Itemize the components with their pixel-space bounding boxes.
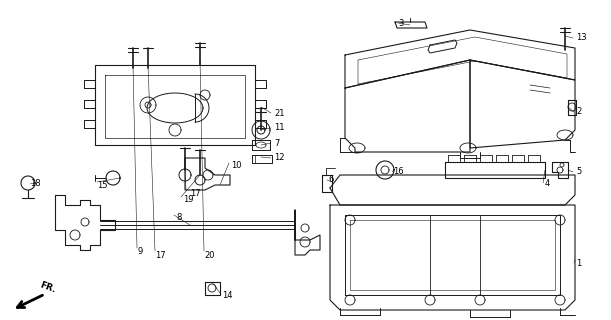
Text: 18: 18: [30, 179, 40, 188]
Text: 2: 2: [576, 108, 581, 116]
Text: 15: 15: [97, 180, 108, 189]
Text: 12: 12: [274, 154, 285, 163]
Text: 5: 5: [576, 167, 581, 177]
Text: 1: 1: [576, 259, 581, 268]
Text: 10: 10: [231, 161, 241, 170]
Text: 21: 21: [274, 108, 285, 117]
Text: 4: 4: [545, 179, 551, 188]
Text: 20: 20: [204, 251, 214, 260]
Text: 11: 11: [274, 124, 285, 132]
Text: 8: 8: [176, 213, 181, 222]
Text: 14: 14: [222, 291, 233, 300]
Text: 19: 19: [183, 196, 194, 204]
Text: 13: 13: [576, 34, 587, 43]
Text: 17: 17: [155, 251, 166, 260]
Text: FR.: FR.: [38, 281, 57, 295]
Text: 16: 16: [393, 167, 404, 177]
Text: 17: 17: [190, 188, 200, 197]
Text: 9: 9: [137, 247, 142, 257]
Text: 3: 3: [398, 19, 403, 28]
Text: 7: 7: [274, 139, 279, 148]
Text: 6: 6: [328, 175, 334, 185]
